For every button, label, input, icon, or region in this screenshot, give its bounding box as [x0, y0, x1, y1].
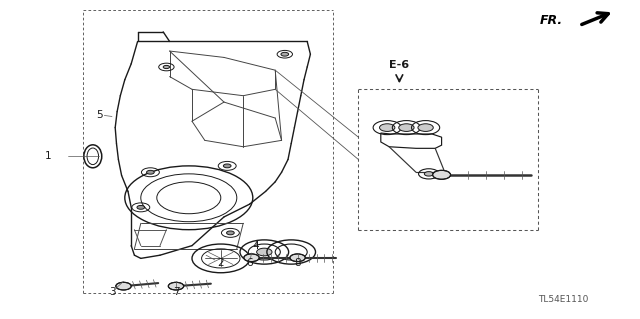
- Circle shape: [223, 164, 231, 168]
- Circle shape: [227, 231, 234, 235]
- Text: 5: 5: [96, 110, 102, 120]
- Circle shape: [281, 52, 289, 56]
- Text: 7: 7: [173, 287, 179, 297]
- Circle shape: [137, 205, 145, 209]
- Circle shape: [424, 172, 433, 176]
- Text: 8: 8: [294, 258, 301, 268]
- Text: 3: 3: [109, 287, 115, 297]
- Circle shape: [418, 124, 433, 131]
- Circle shape: [257, 248, 272, 256]
- Circle shape: [399, 124, 414, 131]
- Circle shape: [116, 282, 131, 290]
- Text: 2: 2: [218, 258, 224, 268]
- Circle shape: [168, 282, 184, 290]
- Text: TL54E1110: TL54E1110: [538, 295, 588, 304]
- Text: E-6: E-6: [389, 60, 410, 70]
- Text: 4: 4: [253, 241, 259, 251]
- Text: FR.: FR.: [540, 14, 563, 27]
- Circle shape: [380, 124, 395, 131]
- Circle shape: [244, 254, 259, 262]
- Circle shape: [163, 65, 170, 69]
- Circle shape: [433, 170, 451, 179]
- Text: 1: 1: [45, 151, 51, 161]
- Circle shape: [147, 170, 154, 174]
- Circle shape: [290, 254, 305, 262]
- Text: 6: 6: [246, 258, 253, 268]
